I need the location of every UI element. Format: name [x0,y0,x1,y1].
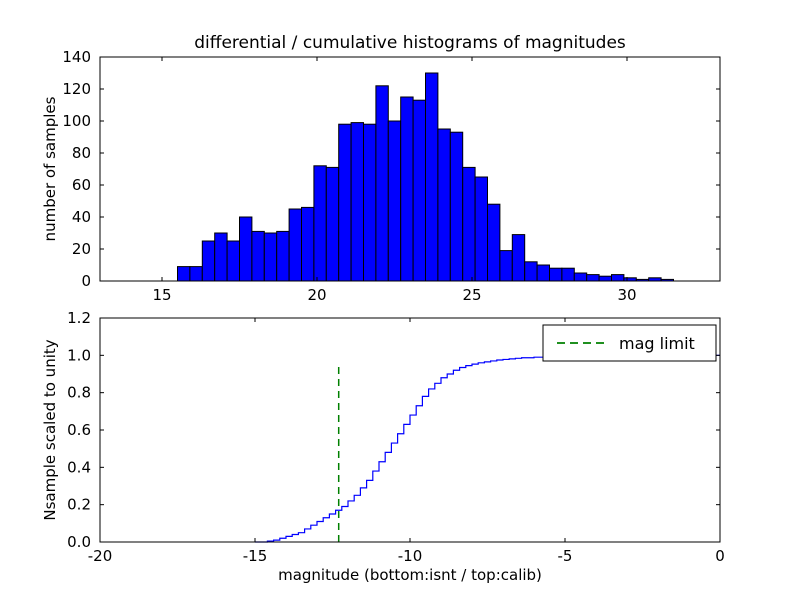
top-y-tick-label: 60 [72,176,91,194]
legend: mag limit [542,324,717,362]
histogram-bar [462,166,476,282]
histogram-bar [425,72,439,282]
histogram-bar [325,166,340,282]
histogram-bar [288,208,303,282]
top-y-tick-label: 20 [72,240,91,258]
histogram-bar [226,240,241,282]
bottom-x-tick-label: -20 [88,547,113,565]
histogram-bar [598,275,612,282]
bottom-y-tick-label: 1.2 [67,309,91,327]
cumulative-line [255,354,720,543]
top-x-tick-label: 25 [462,286,481,304]
top-x-tick-label: 20 [307,286,326,304]
histogram-bar [177,266,191,282]
top-y-tick-label: 0 [81,272,91,290]
histogram-bar [201,240,216,282]
histogram-bar [189,266,203,282]
histogram-bar [524,261,538,282]
histogram-bar [474,176,489,282]
top-y-tick-label: 120 [62,80,91,98]
top-x-tick-label: 15 [152,286,171,304]
histogram-bar [611,274,625,282]
histogram-bar [573,272,588,282]
histogram-bar [586,274,600,282]
figure-title: differential / cumulative histograms of … [194,33,626,53]
histogram-bar [400,96,414,282]
histogram-bar [499,250,513,282]
histogram-bar [511,234,526,282]
top-y-tick-label: 100 [62,112,91,130]
legend-label: mag limit [619,334,695,353]
histogram-bar [251,230,265,282]
histogram-bar [350,122,365,282]
top-y-axis-label: number of samples [41,96,59,241]
histogram-bar [536,264,550,282]
bottom-y-tick-label: 0.4 [67,458,91,476]
histogram-bar [301,206,315,282]
bottom-y-tick-label: 0.2 [67,496,91,514]
histogram-bar [276,230,290,282]
top-y-tick-label: 80 [72,144,91,162]
top-y-tick-label: 40 [72,208,91,226]
bottom-y-axis-label: Nsample scaled to unity [41,339,59,520]
histogram-bar [437,128,451,282]
bottom-y-tick-label: 0.6 [67,421,91,439]
histogram-bar [363,123,377,282]
histogram-bar [375,85,389,282]
histogram-bar [214,232,228,282]
top-axes-frame [99,56,721,282]
bottom-x-tick-label: -10 [398,547,423,565]
plot-layer: 15 20 25 30 0 20 40 60 80 100 120 140 -20 -15 -10 -5 0 0.… [62,48,724,565]
top-x-tick-label: 30 [617,286,636,304]
histogram-bar [338,123,352,282]
bottom-y-tick-label: 0.8 [67,384,91,402]
bottom-y-tick-label: 0.0 [67,533,91,551]
histogram-bar [387,120,402,282]
histogram-bar [549,267,563,282]
bottom-x-tick-label: -5 [558,547,573,565]
histogram-bar [263,232,278,282]
histogram-bar [561,267,575,282]
histogram-bar [412,99,427,282]
bottom-x-tick-label: 0 [715,547,725,565]
top-y-tick-label: 140 [62,48,91,66]
histogram-bar [313,165,327,282]
bottom-x-axis-label: magnitude (bottom:isnt / top:calib) [278,566,542,584]
histogram-bar [449,131,464,282]
bottom-x-tick-label: -15 [243,547,268,565]
histogram-bar [487,203,501,282]
bottom-y-tick-label: 1.0 [67,346,91,364]
histogram-bar [239,216,253,282]
